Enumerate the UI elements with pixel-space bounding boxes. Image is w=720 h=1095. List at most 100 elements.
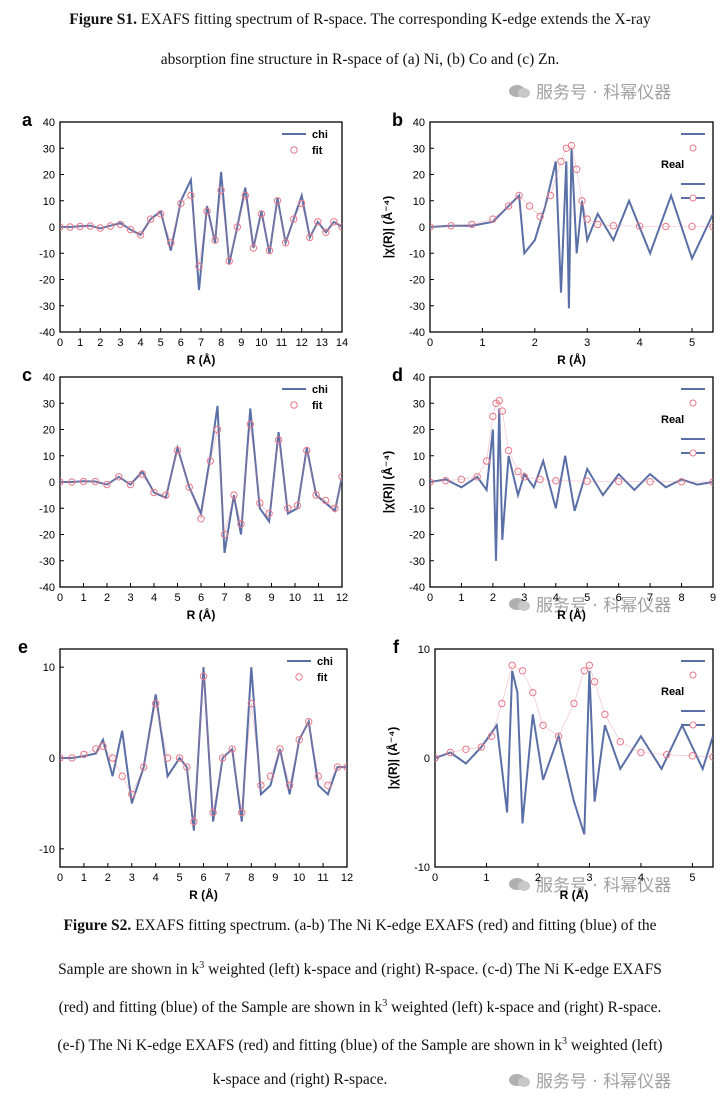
figure-s1-line2: absorption fine structure in R-space of … [160, 51, 560, 68]
data-point [601, 710, 609, 719]
figure-s2-line3-b: weighted (left) k-space and (right) R-sp… [387, 999, 662, 1017]
figure-s2-line3: (red) and fitting (blue) of the Sample a… [0, 994, 720, 1018]
y-tick-label: -20 [39, 275, 55, 287]
data-point [68, 754, 76, 762]
watermark-text: 服务号 · 科幂仪器 [536, 83, 672, 103]
x-tick-label: 2 [104, 592, 110, 604]
data-point [213, 425, 222, 434]
legend-marker [689, 671, 697, 679]
x-tick-label: 0 [427, 337, 433, 349]
data-point [157, 210, 165, 218]
data-point [257, 210, 266, 218]
x-tick-label: 10 [255, 337, 267, 349]
y-tick-label: -20 [409, 530, 425, 542]
legend: chi fit [282, 384, 328, 412]
series-group [60, 186, 342, 271]
y-tick-label: 10 [418, 644, 430, 656]
data-point [331, 504, 339, 513]
y-tick-label: -40 [409, 582, 425, 594]
data-point [241, 191, 250, 200]
data-point [265, 509, 273, 518]
y-tick-label: -30 [39, 556, 55, 568]
data-point [115, 473, 123, 481]
y-tick-label: 10 [413, 196, 425, 208]
data-point [128, 790, 136, 799]
data-point [573, 165, 581, 173]
y-tick-label: 40 [413, 372, 425, 384]
data-point [515, 191, 523, 200]
data-point [211, 236, 219, 244]
data-point [246, 420, 255, 428]
legend-marker [689, 194, 697, 202]
y-tick-label: 40 [413, 117, 425, 129]
data-point [108, 754, 117, 762]
panel-label: b [392, 110, 403, 130]
figure-s1-caption-line2: absorption fine structure in R-space of … [0, 50, 720, 70]
data-point [80, 750, 88, 759]
data-point [197, 515, 205, 523]
x-axis-label: R (Å) [187, 352, 216, 367]
data-point [163, 754, 172, 762]
data-point [237, 520, 245, 528]
data-point [489, 215, 497, 223]
superscript: 3 [199, 960, 205, 971]
y-tick-label: -10 [414, 862, 430, 874]
data-point [518, 667, 527, 675]
x-tick-label: 5 [689, 337, 695, 349]
x-tick-label: 3 [521, 592, 527, 604]
data-point [103, 480, 111, 489]
x-tick-label: 8 [245, 592, 251, 604]
legend-marker [689, 721, 697, 729]
series-group [430, 148, 713, 309]
x-tick-label: 2 [535, 872, 541, 884]
y-tick-label: 10 [413, 451, 425, 463]
data-point [489, 412, 497, 421]
figure-s2-line2-a: Sample are shown in k [58, 961, 200, 979]
x-tick-label: 5 [584, 592, 590, 604]
figure-s2-line3-a: (red) and fitting (blue) of the Sample a… [58, 999, 383, 1017]
series-group [430, 396, 713, 486]
y-axis-label: |χ(R)| (Å⁻⁴) [385, 727, 400, 790]
x-tick-label: 5 [689, 872, 695, 884]
chart-panel-d: 0 1 2 3 4 5 6 7 8 9 -40 -30 -20 -10 0 10 20 30 40 R (Å) |χ(R… [380, 365, 716, 622]
data-point [118, 772, 126, 780]
data-point [293, 501, 302, 510]
x-tick-label: 1 [479, 337, 485, 349]
y-tick-label: -40 [409, 327, 425, 339]
data-point [162, 491, 170, 499]
data-point [552, 477, 560, 485]
data-point [442, 477, 450, 485]
data-point [539, 721, 547, 730]
data-point [616, 738, 625, 746]
data-point [609, 222, 618, 230]
x-tick-label: 5 [177, 872, 183, 884]
series-group [60, 405, 342, 554]
data-point [520, 473, 529, 481]
x-tick-label: 10 [289, 592, 301, 604]
data-point [338, 223, 342, 231]
x-tick-label: 13 [316, 337, 328, 349]
y-tick-label: 30 [43, 143, 55, 155]
legend-label: fit [312, 145, 323, 157]
data-point [220, 530, 229, 539]
data-point [256, 499, 264, 507]
data-point [249, 244, 258, 252]
series-line-guide [430, 145, 713, 228]
data-point [126, 225, 135, 234]
x-tick-label: 9 [268, 592, 274, 604]
figure-s2-line4: (e-f) The Ni K-edge EXAFS (red) and fitt… [0, 1032, 720, 1056]
data-point [570, 699, 578, 708]
data-point [230, 491, 238, 499]
legend: chi fit [282, 129, 328, 157]
legend-marker [290, 146, 298, 154]
x-tick-label: 1 [81, 872, 87, 884]
watermark-text: 服务号 · 科幂仪器 [536, 1072, 672, 1092]
x-tick-label: 7 [221, 592, 227, 604]
chart-panel-b: 0 1 2 3 4 5 -40 -30 -20 -10 0 10 20 30 40 R (Å) |χ(R)| (… [380, 110, 714, 367]
x-tick-label: 3 [117, 337, 123, 349]
x-tick-label: 12 [296, 337, 308, 349]
data-point [86, 222, 94, 230]
data-point [709, 478, 713, 486]
data-point [290, 215, 298, 223]
data-point [92, 745, 100, 753]
